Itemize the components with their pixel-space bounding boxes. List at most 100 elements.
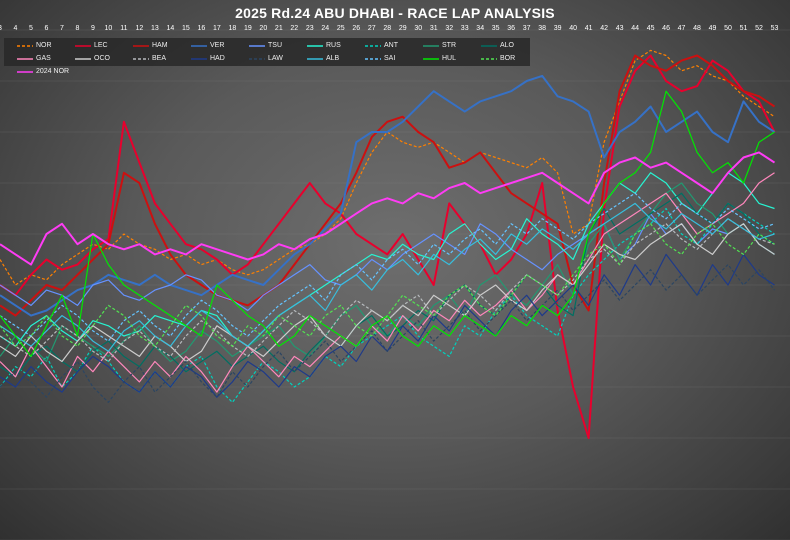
x-tick-label: 14 [166, 25, 174, 32]
x-tick-label: 20 [259, 25, 267, 32]
series-line-ant [0, 202, 775, 403]
x-tick-label: 51 [740, 25, 748, 32]
legend-label: VER [210, 42, 225, 49]
x-tick-label: 19 [244, 25, 252, 32]
legend-swatch [191, 45, 207, 47]
x-tick-label: 50 [724, 25, 732, 32]
legend-swatch [423, 45, 439, 47]
legend-label: LEC [94, 42, 108, 49]
series-line-ham [0, 54, 776, 317]
legend-label: TSU [268, 42, 282, 49]
x-tick-label: 46 [662, 25, 670, 32]
series-line-gas [0, 172, 775, 393]
legend-label: LAW [268, 55, 283, 62]
legend-label: GAS [36, 55, 51, 62]
series-line-alb [0, 202, 775, 352]
series-line-bea [0, 218, 775, 363]
x-tick-label: 30 [414, 25, 422, 32]
x-tick-label: 28 [383, 25, 391, 32]
x-tick-label: 41 [585, 25, 593, 32]
legend-label: BOR [500, 55, 516, 62]
series-line-2024-nor [0, 151, 776, 266]
x-tick-label: 45 [647, 25, 655, 32]
legend-swatch [365, 45, 381, 47]
series-line-ver [0, 74, 776, 317]
x-tick-label: 42 [600, 25, 608, 32]
legend-swatch [307, 45, 323, 47]
lap-ticks: 3456789101112131415161718192021222324252… [0, 25, 779, 32]
x-tick-label: 16 [197, 25, 205, 32]
legend-swatch [365, 58, 381, 60]
legend-label: BEA [152, 55, 167, 62]
x-tick-label: 43 [616, 25, 624, 32]
legend-label: NOR [36, 42, 52, 49]
legend-label: OCO [94, 55, 110, 62]
chart-title: 2025 Rd.24 ABU DHABI - RACE LAP ANALYSIS [235, 5, 555, 21]
series-line-rus [0, 172, 775, 347]
legend-label: RUS [326, 42, 341, 49]
series-line-law [0, 264, 775, 403]
x-tick-label: 52 [755, 25, 763, 32]
x-tick-label: 35 [492, 25, 500, 32]
x-tick-label: 48 [693, 25, 701, 32]
x-tick-label: 53 [771, 25, 779, 32]
x-tick-label: 49 [709, 25, 717, 32]
legend-swatch [423, 58, 439, 60]
x-tick-label: 15 [182, 25, 190, 32]
x-tick-label: 4 [14, 25, 18, 32]
x-tick-label: 29 [399, 25, 407, 32]
legend-label: HAD [210, 55, 225, 62]
x-tick-label: 7 [60, 25, 64, 32]
x-tick-label: 13 [151, 25, 159, 32]
x-tick-label: 10 [105, 25, 113, 32]
legend-swatch [307, 58, 323, 60]
x-tick-label: 9 [91, 25, 95, 32]
legend-label: STR [442, 42, 456, 49]
series-line-alo [0, 192, 775, 378]
series-line-lec [0, 54, 776, 439]
x-tick-label: 33 [461, 25, 469, 32]
legend: NOR LEC HAM VER TSU RUS ANT STR ALO GAS OCO BEA HAD L… [4, 38, 530, 75]
legend-swatch [191, 58, 207, 60]
x-tick-label: 23 [306, 25, 314, 32]
x-tick-label: 32 [445, 25, 453, 32]
series-line-tsu [0, 213, 775, 312]
x-tick-label: 31 [430, 25, 438, 32]
x-tick-label: 21 [275, 25, 283, 32]
x-tick-label: 38 [538, 25, 546, 32]
legend-swatch [75, 58, 91, 60]
x-tick-label: 12 [136, 25, 144, 32]
legend-swatch [249, 45, 265, 47]
legend-swatch [481, 58, 497, 60]
x-tick-label: 3 [0, 25, 2, 32]
x-tick-label: 47 [678, 25, 686, 32]
legend-swatch [133, 58, 149, 60]
legend-swatch [249, 58, 265, 60]
gridlines [0, 29, 790, 540]
x-tick-label: 6 [45, 25, 49, 32]
x-tick-label: 26 [352, 25, 360, 32]
x-tick-label: 40 [569, 25, 577, 32]
legend-swatch [133, 45, 149, 47]
legend-label: ALB [326, 55, 340, 62]
x-tick-label: 25 [337, 25, 345, 32]
x-tick-label: 22 [290, 25, 298, 32]
x-tick-label: 5 [29, 25, 33, 32]
x-tick-label: 17 [213, 25, 221, 32]
legend-swatch [17, 58, 33, 60]
x-tick-label: 11 [120, 25, 127, 32]
x-tick-label: 36 [507, 25, 515, 32]
x-tick-label: 34 [476, 25, 484, 32]
x-tick-label: 18 [228, 25, 236, 32]
x-tick-label: 8 [75, 25, 79, 32]
x-tick-label: 44 [631, 25, 639, 32]
legend-swatch [75, 45, 91, 47]
x-tick-label: 24 [321, 25, 329, 32]
legend-swatch [481, 45, 497, 47]
series-line-sai [0, 192, 775, 342]
x-tick-label: 39 [554, 25, 562, 32]
series-line-nor [0, 49, 775, 286]
legend-label: HAM [152, 42, 168, 49]
